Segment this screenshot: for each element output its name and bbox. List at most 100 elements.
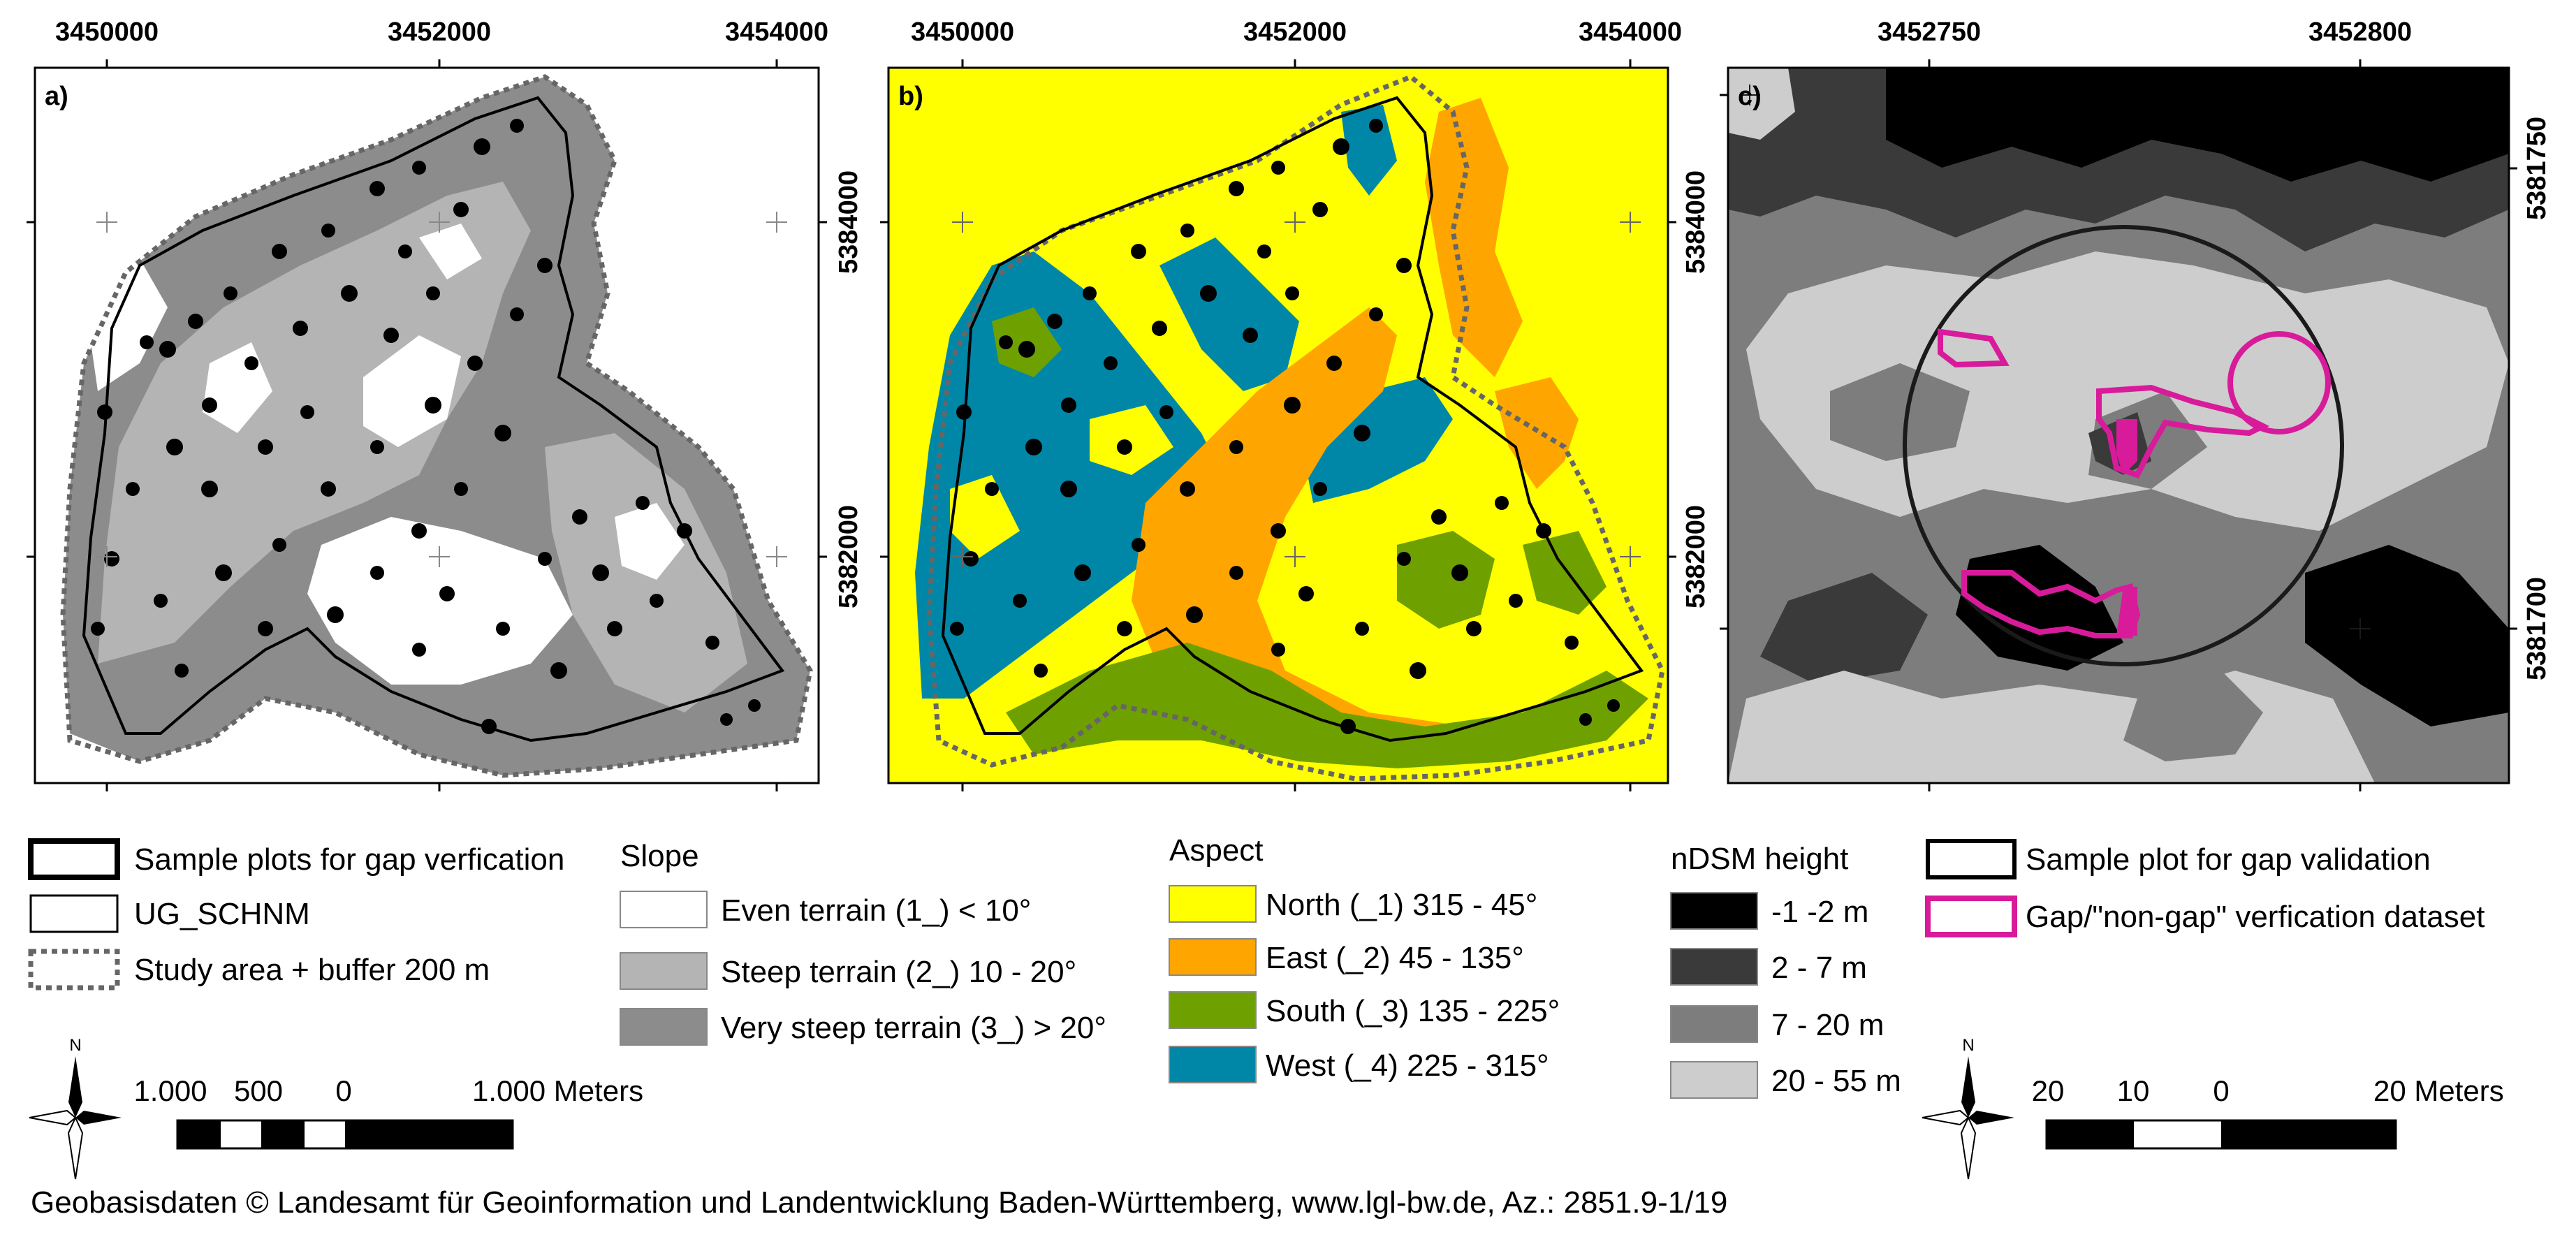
legend-validation: Sample plot for gap validation Gap/"non-… xyxy=(1925,839,2484,937)
legend-slope-title: Slope xyxy=(620,839,699,873)
panel-a-frame xyxy=(34,66,820,784)
panel-c-right-tick-2: 5381700 xyxy=(2522,577,2552,680)
legend-label-gap-dataset: Gap/"non-gap" verfication dataset xyxy=(2026,900,2484,934)
panel-a-slope-map: a) 3450000 3452000 3454000 5384000 53820… xyxy=(27,17,863,791)
credit-line: Geobasisdaten © Landesamt für Geoinforma… xyxy=(31,1185,1727,1220)
legend-aspect-swatch-north xyxy=(1169,885,1257,923)
north-arrow-left-north-half xyxy=(68,1056,82,1118)
ndsm-mid-patch-1 xyxy=(1830,363,1970,461)
legend-swatch-gap-dataset xyxy=(1925,896,2017,937)
legend-ndsm-label-4: 20 - 55 m xyxy=(1771,1064,1901,1098)
scale-left-seg-2 xyxy=(261,1120,305,1148)
panel-b-graticule-crosses xyxy=(952,212,1641,567)
panel-c-top-tick-2: 3452800 xyxy=(2308,17,2412,47)
scale-bar-left: 1.000 500 0 1.000 Meters xyxy=(133,1074,643,1150)
legend-ndsm: nDSM height -1 -2 m 2 - 7 m 7 - 20 m 20 … xyxy=(1670,842,1901,1099)
study-area-buffer-outline xyxy=(60,74,813,778)
sample-plot-points xyxy=(91,119,761,734)
legend-slope-swatch-steep xyxy=(620,952,708,990)
north-arrow-right-label: N xyxy=(1962,1036,1974,1055)
panel-b-label: b) xyxy=(898,82,923,111)
scale-right-label-meters: 20 Meters xyxy=(2373,1074,2504,1107)
legend-aspect-label-south: South (_3) 135 - 225° xyxy=(1266,994,1560,1028)
legend-label-sample-plots: Sample plots for gap verfication xyxy=(134,842,564,877)
scale-right-seg-2 xyxy=(2221,1120,2396,1148)
legend-swatch-ug xyxy=(29,894,119,933)
ndsm-light-corner xyxy=(1728,68,1795,140)
panel-a-label: a) xyxy=(45,82,68,111)
aspect-east-area-1 xyxy=(1132,307,1467,761)
north-arrow-right-north-half xyxy=(1961,1056,1975,1118)
legend-slope-swatch-very-steep xyxy=(620,1008,708,1046)
north-arrow-left-west xyxy=(29,1109,77,1126)
legend-aspect-title: Aspect xyxy=(1169,833,1264,868)
ndsm-black-patch-gap xyxy=(1956,545,2123,671)
panel-a-graticule-crosses xyxy=(96,212,787,567)
panel-c-ndsm-map: c) 3452750 3452800 5381750 5381700 xyxy=(1720,17,2552,791)
gap-polygon-1 xyxy=(1938,328,2010,368)
aspect-east-area-2 xyxy=(1425,98,1523,377)
legend-slope-swatch-even xyxy=(620,891,708,928)
slope-even-area-6 xyxy=(419,224,482,279)
legend-slope-label-steep: Steep terrain (2_) 10 - 20° xyxy=(721,955,1076,989)
north-arrow-left-south-half xyxy=(67,1116,84,1180)
panel-b-ticks xyxy=(880,59,1676,791)
legend-swatch-sample-plot-validation xyxy=(1926,839,2017,879)
legend-ndsm-swatch-4 xyxy=(1670,1061,1758,1099)
panel-b-top-tick-3: 3454000 xyxy=(1579,17,1682,47)
scale-left-label-500: 500 xyxy=(234,1074,283,1107)
north-arrow-right: N xyxy=(1922,1036,2014,1180)
legend-ndsm-swatch-3 xyxy=(1670,1005,1758,1043)
gap-polygon-2 xyxy=(2096,384,2269,478)
aspect-south-area-2 xyxy=(1397,531,1495,629)
scale-left-label-0: 0 xyxy=(335,1074,351,1107)
slope-even-area-1 xyxy=(84,258,168,391)
legend-slope: Slope Even terrain (1_) < 10° Steep terr… xyxy=(620,839,1106,1046)
panel-b-aspect-map: b) 3450000 3452000 3454000 5384000 53820… xyxy=(880,17,1711,791)
panel-b-top-tick-2: 3452000 xyxy=(1243,17,1347,47)
panel-a-top-tick-3: 3454000 xyxy=(725,17,828,47)
legend-ndsm-swatch-1 xyxy=(1670,892,1758,930)
panel-b-raster xyxy=(915,73,1665,782)
scale-left-label-1000: 1.000 xyxy=(133,1074,207,1107)
panel-b-right-tick-2: 5382000 xyxy=(1681,505,1711,608)
gap-polygon-3 xyxy=(2227,331,2331,434)
panel-c-ticks xyxy=(1720,59,2517,791)
legend-aspect-label-east: East (_2) 45 - 135° xyxy=(1266,941,1524,975)
panel-c-top-tick-1: 3452750 xyxy=(1878,17,1981,47)
ndsm-black-patch-2 xyxy=(2305,545,2509,726)
legend-aspect: Aspect North (_1) 315 - 45° East (_2) 45… xyxy=(1169,833,1560,1083)
scale-right-label-10: 10 xyxy=(2117,1074,2150,1107)
aspect-north-area-1 xyxy=(1090,405,1173,475)
scale-left-label-meters: 1.000 Meters xyxy=(472,1074,643,1107)
panel-c-graticule-crosses xyxy=(1739,85,2371,639)
panel-a-raster xyxy=(60,74,813,778)
legend-swatch-sample-plots xyxy=(28,838,120,880)
legend-ndsm-label-2: 2 - 7 m xyxy=(1771,951,1867,985)
scale-right-label-20: 20 xyxy=(2032,1074,2065,1107)
north-arrow-right-east xyxy=(1968,1111,2014,1125)
legend-label-sample-plot-validation: Sample plot for gap validation xyxy=(2026,842,2431,877)
slope-even-area-3 xyxy=(363,335,461,447)
study-area-buffer-outline-b xyxy=(926,73,1665,782)
legend-aspect-swatch-west xyxy=(1169,1046,1257,1083)
north-arrow-right-south-half xyxy=(1960,1116,1977,1180)
panel-b-top-tick-1: 3450000 xyxy=(911,17,1014,47)
panel-b-frame xyxy=(887,66,1669,784)
sample-plot-circle xyxy=(1903,225,2344,666)
legend-aspect-label-north: North (_1) 315 - 45° xyxy=(1266,888,1537,922)
panel-b-right-tick-1: 5384000 xyxy=(1681,170,1711,274)
panel-c-raster xyxy=(1728,68,2509,783)
aspect-west-area-1 xyxy=(915,251,1229,699)
scale-bar-right: 20 10 0 20 Meters xyxy=(2032,1074,2504,1150)
ndsm-dark-patch-1 xyxy=(1760,573,1928,685)
north-arrow-left: N xyxy=(29,1036,122,1180)
gap-polygon-2-fill xyxy=(2116,419,2137,475)
legend-aspect-label-west: West (_4) 225 - 315° xyxy=(1266,1048,1549,1083)
legend-ndsm-label-3: 7 - 20 m xyxy=(1771,1008,1884,1042)
gap-polygon-4-fill xyxy=(2116,587,2137,636)
legend-label-study-area: Study area + buffer 200 m xyxy=(134,953,490,987)
panel-a-top-tick-1: 3450000 xyxy=(55,17,159,47)
legend-ndsm-label-1: -1 -2 m xyxy=(1771,895,1868,929)
